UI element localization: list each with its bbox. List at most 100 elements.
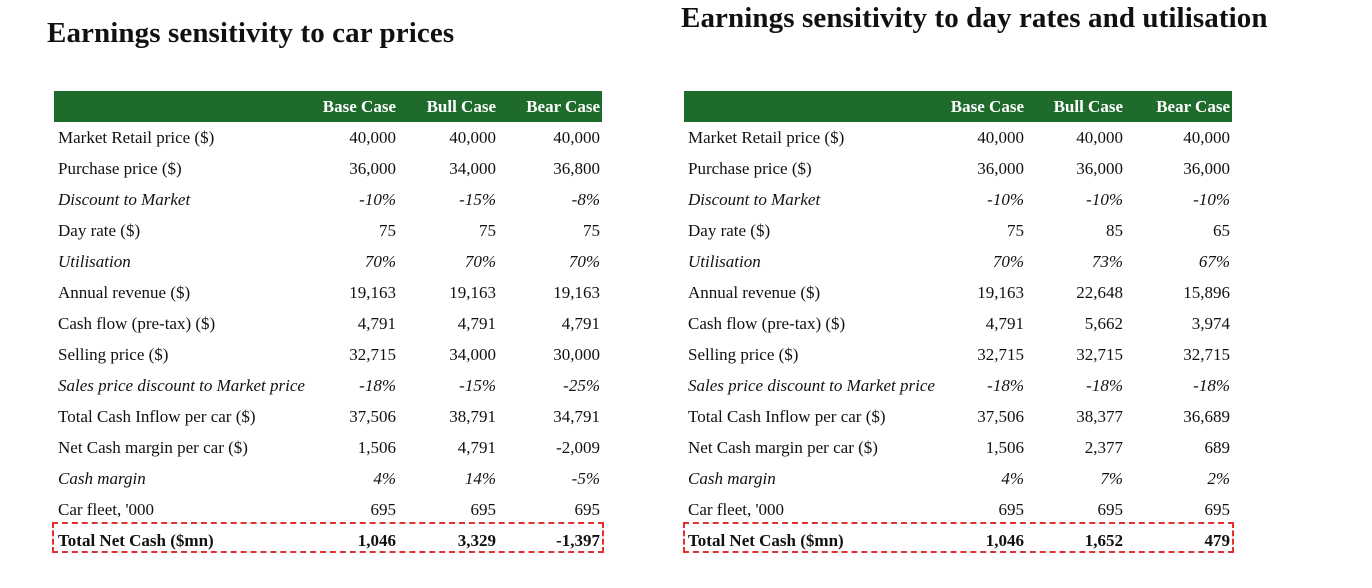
cell-bull-case: 695 — [1097, 499, 1124, 519]
cell-bear-case: 36,689 — [1183, 406, 1230, 426]
cell-bull-case: 70% — [464, 251, 496, 271]
cell-base-case: 695 — [998, 499, 1025, 519]
cell-base-case: 4,791 — [357, 313, 396, 333]
row-label: Total Net Cash ($mn) — [58, 530, 214, 550]
row-label: Selling price ($) — [688, 344, 799, 364]
cell-base-case: 32,715 — [349, 344, 396, 364]
cell-base-case: 37,506 — [349, 406, 396, 426]
cell-bull-case: 40,000 — [1076, 127, 1123, 147]
cell-bull-case: 3,329 — [457, 530, 496, 550]
cell-bear-case: -10% — [1193, 189, 1230, 209]
cell-bull-case: 40,000 — [449, 127, 496, 147]
cell-bear-case: 695 — [1204, 499, 1231, 519]
table-row: Sales price discount to Market price -18%… — [684, 370, 1232, 401]
cell-base-case: -18% — [987, 375, 1024, 395]
row-label: Cash margin — [58, 468, 146, 488]
table-header-row: Base Case Bull Case Bear Case — [684, 91, 1232, 122]
cell-bear-case: -25% — [563, 375, 600, 395]
row-label: Sales price discount to Market price — [688, 375, 935, 395]
cell-bear-case: 3,974 — [1191, 313, 1230, 333]
cell-bull-case: 695 — [470, 499, 497, 519]
row-label: Total Net Cash ($mn) — [688, 530, 844, 550]
row-label: Market Retail price ($) — [58, 127, 215, 147]
cell-base-case: 1,046 — [357, 530, 396, 550]
table-row: Purchase price ($) 36,000 36,000 36,000 — [684, 153, 1232, 184]
cell-bear-case: -8% — [571, 189, 600, 209]
cell-bull-case: 2,377 — [1084, 437, 1123, 457]
cell-bear-case: 65 — [1213, 220, 1230, 240]
header-blank — [54, 91, 319, 122]
cell-bull-case: 14% — [464, 468, 496, 488]
row-label: Market Retail price ($) — [688, 127, 845, 147]
cell-base-case: 36,000 — [977, 158, 1024, 178]
cell-base-case: 1,506 — [357, 437, 396, 457]
table-row: Annual revenue ($) 19,163 22,648 15,896 — [684, 277, 1232, 308]
cell-bear-case: 40,000 — [553, 127, 600, 147]
table-row: Sales price discount to Market price -18%… — [54, 370, 602, 401]
cell-bear-case: -1,397 — [556, 530, 600, 550]
row-label: Cash flow (pre-tax) ($) — [58, 313, 216, 333]
cell-base-case: 70% — [992, 251, 1024, 271]
cell-bull-case: 32,715 — [1076, 344, 1123, 364]
total-net-cash-highlight-left — [52, 522, 604, 553]
cell-base-case: 75 — [379, 220, 396, 240]
row-label: Purchase price ($) — [58, 158, 182, 178]
cell-base-case: 40,000 — [977, 127, 1024, 147]
row-label: Net Cash margin per car ($) — [58, 437, 248, 457]
cell-bear-case: -18% — [1193, 375, 1230, 395]
cell-bull-case: 4,791 — [457, 313, 496, 333]
cell-bear-case: 36,800 — [553, 158, 600, 178]
table-row: Car fleet, '000 695 695 695 — [684, 494, 1232, 525]
cell-base-case: 1,506 — [985, 437, 1024, 457]
cell-bull-case: 34,000 — [449, 344, 496, 364]
header-blank — [684, 91, 949, 122]
row-label: Discount to Market — [688, 189, 821, 209]
header-base-case: Base Case — [950, 96, 1024, 116]
row-label: Net Cash margin per car ($) — [688, 437, 878, 457]
cell-bull-case: 7% — [1100, 468, 1123, 488]
table-row: Purchase price ($) 36,000 34,000 36,800 — [54, 153, 602, 184]
row-label: Car fleet, '000 — [58, 499, 155, 519]
cell-bear-case: 40,000 — [1183, 127, 1230, 147]
cell-bear-case: -5% — [571, 468, 600, 488]
cell-bear-case: 479 — [1204, 530, 1231, 550]
table-row: Net Cash margin per car ($) 1,506 4,791 -2,… — [54, 432, 602, 463]
header-bear-case: Bear Case — [1156, 96, 1230, 116]
cell-bear-case: 34,791 — [553, 406, 600, 426]
cell-base-case: 1,046 — [985, 530, 1024, 550]
row-label: Purchase price ($) — [688, 158, 812, 178]
total-net-cash-row: Total Net Cash ($mn) 1,046 3,329 -1,397 — [54, 525, 602, 556]
header-bull-case: Bull Case — [1053, 96, 1123, 116]
row-label: Day rate ($) — [688, 220, 771, 240]
cell-bear-case: 15,896 — [1183, 282, 1230, 302]
table-row: Cash margin 4% 7% 2% — [684, 463, 1232, 494]
table-row: Market Retail price ($) 40,000 40,000 40,00… — [684, 122, 1232, 153]
cell-bear-case: 695 — [574, 499, 601, 519]
row-label: Sales price discount to Market price — [58, 375, 305, 395]
day-rates-sensitivity-table: Base Case Bull Case Bear Case Market Ret… — [684, 91, 1232, 556]
table-row: Discount to Market -10% -10% -10% — [684, 184, 1232, 215]
cell-bear-case: 689 — [1204, 437, 1231, 457]
cell-bull-case: 4,791 — [457, 437, 496, 457]
cell-bull-case: -18% — [1086, 375, 1123, 395]
row-label: Selling price ($) — [58, 344, 169, 364]
table-row: Market Retail price ($) 40,000 40,000 40,00… — [54, 122, 602, 153]
cell-bull-case: 5,662 — [1084, 313, 1123, 333]
cell-bull-case: 34,000 — [449, 158, 496, 178]
cell-bear-case: 36,000 — [1183, 158, 1230, 178]
cell-bull-case: 38,377 — [1076, 406, 1123, 426]
header-bull-case: Bull Case — [426, 96, 496, 116]
total-net-cash-row: Total Net Cash ($mn) 1,046 1,652 479 — [684, 525, 1232, 556]
cell-base-case: -18% — [359, 375, 396, 395]
cell-bear-case: 19,163 — [553, 282, 600, 302]
table-row: Utilisation 70% 70% 70% — [54, 246, 602, 277]
cell-bear-case: 70% — [568, 251, 600, 271]
cell-base-case: 40,000 — [349, 127, 396, 147]
cell-bear-case: 32,715 — [1183, 344, 1230, 364]
cell-base-case: -10% — [987, 189, 1024, 209]
cell-bull-case: 22,648 — [1076, 282, 1123, 302]
cell-bull-case: -10% — [1086, 189, 1123, 209]
row-label: Utilisation — [688, 251, 761, 271]
total-net-cash-highlight-right — [683, 522, 1234, 553]
day-rates-sensitivity-title: Earnings sensitivity to day rates and ut… — [681, 2, 1268, 34]
